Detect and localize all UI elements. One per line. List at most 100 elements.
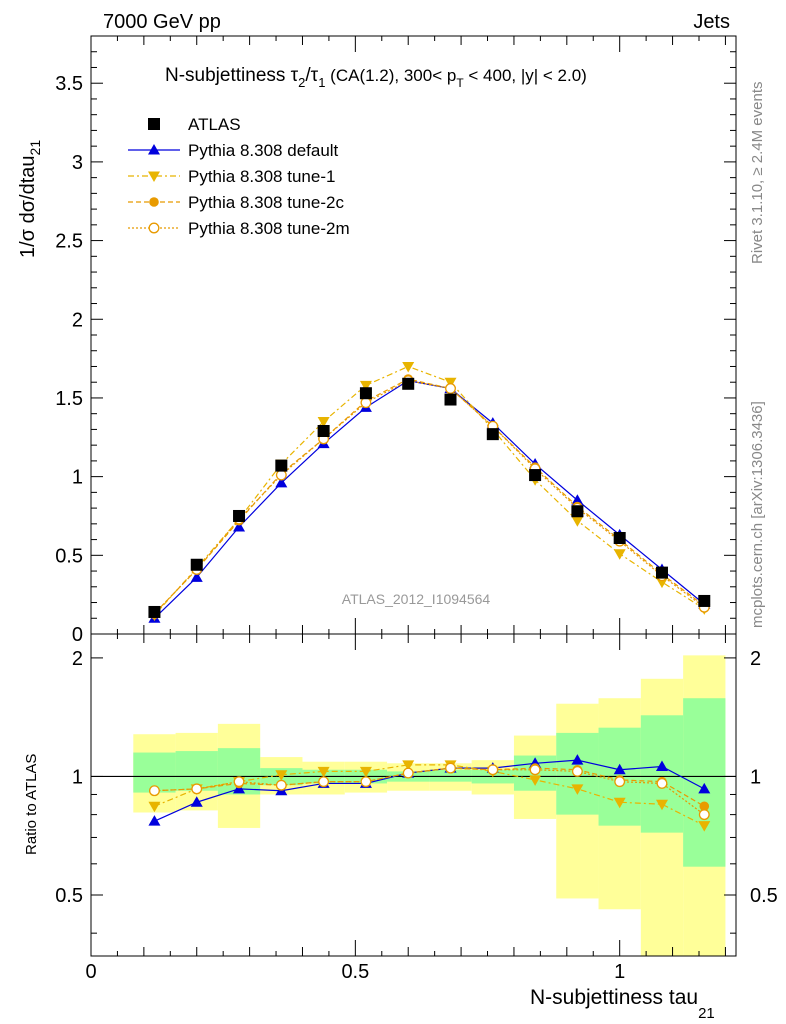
data-point <box>486 428 499 441</box>
ratio-y-tick-label-left: 1 <box>72 766 83 788</box>
legend-entry: Pythia 8.308 tune-2m <box>128 219 350 238</box>
data-point <box>318 776 330 788</box>
data-point <box>148 785 160 797</box>
legend-label: ATLAS <box>188 115 241 134</box>
main-y-tick-label: 2 <box>72 309 83 331</box>
legend-marker <box>148 222 160 234</box>
legend-entry: Pythia 8.308 tune-1 <box>128 167 335 186</box>
data-point <box>613 549 626 560</box>
data-point <box>148 605 161 618</box>
data-point <box>613 797 626 809</box>
data-point <box>275 476 288 488</box>
data-point <box>402 767 414 779</box>
legend-entry: Pythia 8.308 default <box>128 141 339 160</box>
series-line <box>154 767 705 816</box>
data-point <box>360 776 372 788</box>
band-inner-bin <box>429 769 472 782</box>
series-line <box>154 380 705 619</box>
data-point <box>445 762 456 774</box>
series-pythia-8-308-tune-2c <box>149 374 710 619</box>
legend-marker <box>148 144 160 155</box>
legend-label: Pythia 8.308 tune-2c <box>188 193 344 212</box>
legend-entry: Pythia 8.308 tune-2c <box>128 193 344 212</box>
data-point <box>571 765 583 777</box>
ratio-y-axis-label: Ratio to ATLAS <box>23 754 40 855</box>
data-point <box>359 387 372 400</box>
data-point <box>655 760 668 771</box>
data-point <box>233 776 245 788</box>
data-point <box>233 520 246 532</box>
series-line <box>154 380 705 614</box>
data-point <box>275 779 287 791</box>
category-label: Jets <box>693 11 730 33</box>
data-point <box>571 754 584 765</box>
x-axis-label: N-subjettiness tau21 <box>530 986 715 1022</box>
data-point <box>444 393 457 406</box>
plot-title: N-subjettiness τ2/τ1 (CA(1.2), 300< pT <… <box>165 65 587 90</box>
main-y-tick-label: 1 <box>72 467 83 489</box>
data-point <box>614 776 626 788</box>
data-point <box>191 783 203 795</box>
data-point <box>445 383 456 394</box>
ratio-uncertainty-bands <box>133 655 726 956</box>
data-point <box>698 594 711 607</box>
legend-marker <box>149 197 159 207</box>
legend-marker <box>148 118 160 130</box>
data-point <box>698 821 711 832</box>
data-point <box>571 516 584 527</box>
data-point <box>402 760 415 771</box>
legend-marker <box>148 171 160 182</box>
data-point <box>656 777 668 789</box>
data-point <box>402 361 415 373</box>
data-point <box>655 799 668 811</box>
main-y-axis-label: 1/σ dσ/dtau21 <box>17 140 43 258</box>
legend-entry: ATLAS <box>148 115 241 134</box>
legend: ATLAS Pythia 8.308 default Pythia 8.308 tu… <box>128 115 350 238</box>
data-point <box>699 801 710 812</box>
data-point <box>360 397 372 409</box>
data-point <box>402 377 415 390</box>
data-point <box>529 469 542 482</box>
main-y-tick-label: 1.5 <box>55 388 83 410</box>
data-point <box>148 801 161 813</box>
data-point <box>317 766 330 778</box>
x-tick-label: 0.5 <box>341 961 369 983</box>
data-point <box>571 505 584 518</box>
data-point <box>698 782 711 794</box>
data-point <box>444 377 457 389</box>
series-pythia-8-308-default <box>148 374 711 623</box>
series-line <box>154 378 705 614</box>
legend-label: Pythia 8.308 tune-2m <box>188 219 350 238</box>
main-y-tick-label: 0.5 <box>55 545 83 567</box>
legend-label: Pythia 8.308 default <box>188 141 339 160</box>
data-point <box>317 424 330 437</box>
series-pythia-8-308-tune-2m <box>148 375 710 619</box>
data-point <box>613 763 626 775</box>
data-point <box>317 417 330 428</box>
series-pythia-8-308-tune-1 <box>148 361 711 622</box>
mcplots-source-label: mcplots.cern.ch [arXiv:1306.3436] <box>749 401 766 628</box>
ratio-y-tick-label-right: 2 <box>750 648 761 670</box>
data-point <box>655 566 668 579</box>
x-tick-label: 1 <box>614 961 625 983</box>
data-point <box>359 380 372 392</box>
data-point <box>529 775 542 786</box>
main-y-tick-label: 3.5 <box>55 73 83 95</box>
data-point <box>190 571 203 582</box>
data-point <box>529 764 541 776</box>
series-pythia-8-308-tune-2m <box>148 762 710 821</box>
main-y-tick-label: 2.5 <box>55 231 83 253</box>
data-point <box>571 494 584 505</box>
data-point <box>275 469 287 481</box>
series-atlas <box>148 377 711 618</box>
beam-label: 7000 GeV pp <box>103 11 221 33</box>
data-point <box>275 770 288 781</box>
ratio-y-tick-label-right: 0.5 <box>750 885 778 907</box>
ratio-y-tick-label-right: 1 <box>750 766 761 788</box>
data-point <box>359 766 372 778</box>
ratio-y-tick-label-left: 2 <box>72 648 83 670</box>
data-point <box>233 509 246 522</box>
legend-label: Pythia 8.308 tune-1 <box>188 167 335 186</box>
main-y-tick-label: 0 <box>72 624 83 646</box>
